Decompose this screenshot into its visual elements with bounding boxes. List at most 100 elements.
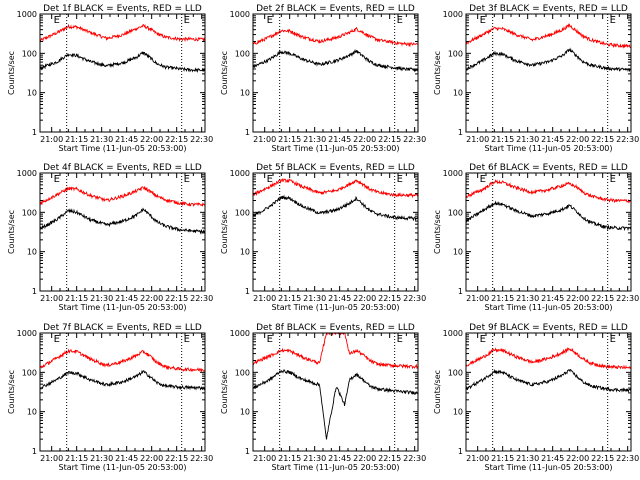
x-tick-label: 21:30 xyxy=(90,294,113,303)
y-tick-label: 1000 xyxy=(17,329,37,338)
x-tick-label: 21:15 xyxy=(65,454,88,463)
plot-frame xyxy=(252,13,419,133)
x-tick-label: 21:15 xyxy=(491,135,514,144)
y-axis-label: Counts/sec xyxy=(220,210,229,254)
time-marker-label: E xyxy=(397,334,403,345)
panel-title: Det 6f BLACK = Events, RED = LLD xyxy=(469,163,628,173)
x-tick-label: 21:15 xyxy=(491,454,514,463)
x-tick-label: 21:00 xyxy=(253,294,276,303)
x-tick-label: 22:30 xyxy=(403,294,426,303)
y-tick-label: 10 xyxy=(27,89,37,98)
plot-frame xyxy=(252,172,419,292)
y-tick-label: 10 xyxy=(27,408,37,417)
y-tick-label: 10 xyxy=(27,248,37,257)
x-tick-label: 22:30 xyxy=(190,135,213,144)
x-axis-label: Start Time (11-Jun-05 20:53:00) xyxy=(272,144,400,153)
x-tick-label: 22:15 xyxy=(591,454,614,463)
y-axis-label: Counts/sec xyxy=(7,210,16,254)
x-tick-label: 21:00 xyxy=(466,454,489,463)
x-axis-label: Start Time (11-Jun-05 20:53:00) xyxy=(272,303,400,312)
lld-series-line xyxy=(39,185,206,207)
y-tick-label: 1 xyxy=(32,287,37,296)
events-series-line xyxy=(465,368,632,393)
x-tick-label: 21:45 xyxy=(328,135,351,144)
x-tick-label: 21:45 xyxy=(328,454,351,463)
x-tick-label: 22:15 xyxy=(378,294,401,303)
x-axis-label: Start Time (11-Jun-05 20:53:00) xyxy=(272,463,400,472)
y-axis-label: Counts/sec xyxy=(433,370,442,414)
time-marker-label: E xyxy=(397,174,403,185)
x-tick-label: 21:30 xyxy=(516,454,539,463)
x-tick-label: 22:30 xyxy=(616,294,639,303)
time-marker-label: E xyxy=(54,334,60,345)
x-tick-label: 21:00 xyxy=(253,454,276,463)
events-series-line xyxy=(252,48,419,73)
y-tick-label: 1 xyxy=(245,287,250,296)
x-tick-label: 21:30 xyxy=(516,294,539,303)
y-tick-label: 100 xyxy=(22,49,37,58)
x-axis-label: Start Time (11-Jun-05 20:53:00) xyxy=(485,463,613,472)
x-tick-label: 21:45 xyxy=(328,294,351,303)
events-series-line xyxy=(465,47,632,73)
x-tick-label: 22:00 xyxy=(140,294,163,303)
time-marker-label: E xyxy=(184,15,190,26)
panel-title: Det 5f BLACK = Events, RED = LLD xyxy=(256,163,415,173)
x-axis-label: Start Time (11-Jun-05 20:53:00) xyxy=(59,144,187,153)
y-tick-label: 1 xyxy=(32,128,37,137)
time-marker-label: E xyxy=(610,174,616,185)
y-tick-label: 100 xyxy=(235,49,250,58)
x-tick-label: 21:30 xyxy=(303,135,326,144)
x-tick-label: 21:45 xyxy=(115,135,138,144)
events-series-line xyxy=(252,194,419,222)
plot-frame xyxy=(252,332,419,452)
time-marker-label: E xyxy=(184,334,190,345)
events-series-line xyxy=(39,369,206,391)
time-marker-label: E xyxy=(267,174,273,185)
time-marker-label: E xyxy=(397,15,403,26)
time-marker-label: E xyxy=(480,15,486,26)
y-tick-label: 10 xyxy=(240,408,250,417)
y-tick-label: 100 xyxy=(235,208,250,217)
plot-frame xyxy=(465,13,632,133)
y-tick-label: 100 xyxy=(235,368,250,377)
x-tick-label: 22:15 xyxy=(165,454,188,463)
lld-series-line xyxy=(465,346,632,370)
y-tick-label: 1000 xyxy=(443,169,463,178)
x-tick-label: 22:00 xyxy=(353,454,376,463)
plot-frame xyxy=(39,13,206,133)
x-tick-label: 21:45 xyxy=(541,294,564,303)
lld-series-line xyxy=(252,332,419,370)
events-series-line xyxy=(465,200,632,232)
x-tick-label: 21:30 xyxy=(516,135,539,144)
y-tick-label: 10 xyxy=(240,89,250,98)
x-tick-label: 22:15 xyxy=(591,135,614,144)
plot-frame xyxy=(465,172,632,292)
x-tick-label: 21:00 xyxy=(40,294,63,303)
plot-frame xyxy=(39,332,206,452)
x-tick-label: 21:45 xyxy=(541,135,564,144)
panel-title: Det 1f BLACK = Events, RED = LLD xyxy=(43,4,202,14)
time-marker-label: E xyxy=(610,334,616,345)
x-tick-label: 22:15 xyxy=(378,454,401,463)
lld-series-line xyxy=(465,23,632,49)
x-axis-label: Start Time (11-Jun-05 20:53:00) xyxy=(485,144,613,153)
y-tick-label: 10 xyxy=(453,89,463,98)
x-tick-label: 22:00 xyxy=(566,294,589,303)
x-tick-label: 21:45 xyxy=(541,454,564,463)
panel-title: Det 9f BLACK = Events, RED = LLD xyxy=(469,323,628,333)
x-tick-label: 21:30 xyxy=(303,454,326,463)
y-tick-label: 1 xyxy=(458,287,463,296)
y-tick-label: 100 xyxy=(448,208,463,217)
x-tick-label: 22:00 xyxy=(353,135,376,144)
x-tick-label: 21:15 xyxy=(65,294,88,303)
y-tick-label: 1 xyxy=(245,447,250,456)
x-tick-label: 22:00 xyxy=(140,135,163,144)
y-tick-label: 1000 xyxy=(230,10,250,19)
y-tick-label: 1 xyxy=(458,128,463,137)
